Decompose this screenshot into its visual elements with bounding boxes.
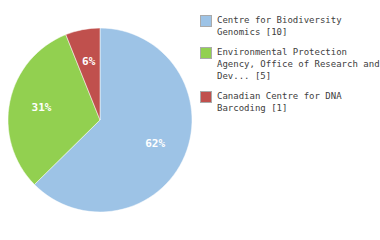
html-text:Genomics [10]: Genomics [10]: [217, 27, 288, 37]
svg-text:6%: 6%: [82, 55, 96, 68]
html-text:Environmental Protection: Environmental Protection: [217, 47, 347, 57]
html-text:Centre for Biodiversity: Centre for Biodiversity: [217, 15, 342, 25]
html-text:Barcoding [1]: Barcoding [1]: [217, 103, 288, 113]
html-text:Canadian Centre for DNA: Canadian Centre for DNA: [217, 91, 342, 101]
html-text:Dev... [5]: Dev... [5]: [217, 71, 272, 81]
html-text:Agency, Office of Research and: Agency, Office of Research and: [217, 59, 380, 69]
svg-text:62%: 62%: [145, 137, 165, 150]
svg-text:31%: 31%: [32, 101, 52, 114]
